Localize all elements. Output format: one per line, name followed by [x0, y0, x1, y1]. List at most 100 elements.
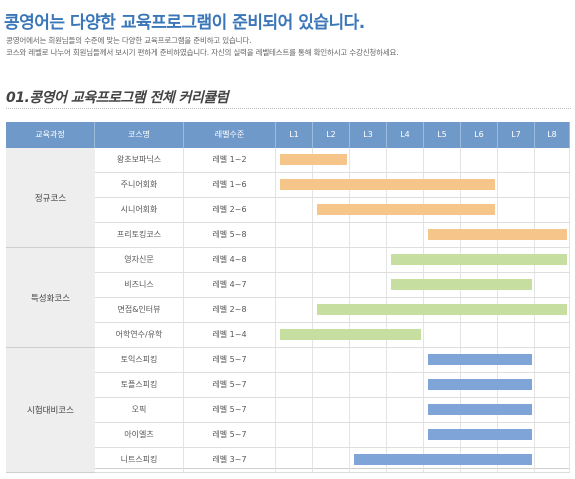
level-cell-l4	[387, 323, 424, 347]
level-cell-l2	[313, 348, 350, 372]
header-cell-10: L8	[535, 122, 570, 148]
level-cell-l8	[535, 198, 570, 222]
level-cell-l1	[276, 373, 313, 397]
table-row: 시니어회화 레벨 2~6	[95, 198, 570, 223]
level-cell-l5	[424, 323, 461, 347]
level-cell-l3	[350, 248, 387, 272]
table-row: 토플스피킹 레벨 5~7	[95, 373, 570, 398]
level-cell-l8	[535, 298, 570, 322]
level-cell-l4	[387, 348, 424, 372]
table-row: 오픽 레벨 5~7	[95, 398, 570, 423]
level-cell-l8	[535, 423, 570, 447]
table-row: 비즈니스 레벨 4~7	[95, 273, 570, 298]
level-cell-l2	[313, 423, 350, 447]
table-row: 아이엘츠 레벨 5~7	[95, 423, 570, 448]
table-row: 면접&인터뷰 레벨 2~8	[95, 298, 570, 323]
level-cell-l8	[535, 248, 570, 272]
course-name: 오픽	[95, 398, 184, 422]
table-bottom-border	[6, 468, 570, 469]
level-cell-l3	[350, 148, 387, 172]
table-row: 왕초보파닉스 레벨 1~2	[95, 148, 570, 173]
level-cell-l4	[387, 148, 424, 172]
level-cell-l3	[350, 223, 387, 247]
level-range-bar	[428, 429, 532, 440]
level-cell-l3	[350, 398, 387, 422]
course-group-label: 특성화코스	[6, 248, 95, 348]
table-row: 영자신문 레벨 4~8	[95, 248, 570, 273]
curriculum-table: 교육과정 코스명 레벨수준 L1 L2 L3 L4 L5 L6 L7 L8 정규코스 왕초보파닉스 레벨…	[6, 122, 570, 473]
level-cell-l7	[498, 198, 535, 222]
header-cell-6: L4	[387, 122, 424, 148]
header-cell-2: 레벨수준	[184, 122, 276, 148]
level-cell-l1	[276, 398, 313, 422]
level-range-bar	[428, 229, 567, 240]
course-name: 토익스피킹	[95, 348, 184, 372]
level-cell-l2	[313, 398, 350, 422]
level-range-bar	[317, 304, 567, 315]
level-cell-l2	[313, 448, 350, 472]
level-cell-l4	[387, 398, 424, 422]
course-level: 레벨 1~4	[184, 323, 276, 347]
level-cell-l8	[535, 323, 570, 347]
course-level: 레벨 4~7	[184, 273, 276, 297]
level-cell-l7	[498, 323, 535, 347]
level-cell-l7	[498, 173, 535, 197]
course-name: 면접&인터뷰	[95, 298, 184, 322]
course-level: 레벨 5~7	[184, 398, 276, 422]
level-cell-l1	[276, 348, 313, 372]
course-name: 프리토킹코스	[95, 223, 184, 247]
course-name: 영자신문	[95, 248, 184, 272]
level-cell-l1	[276, 423, 313, 447]
header-cell-4: L2	[313, 122, 350, 148]
course-level: 레벨 5~7	[184, 373, 276, 397]
level-cell-l5	[424, 148, 461, 172]
course-name: 아이엘츠	[95, 423, 184, 447]
intro-text-line-1: 콩영어에서는 회원님들의 수준에 맞는 다양한 교육프로그램을 준비하고 있습니…	[6, 36, 252, 45]
level-cell-l3	[350, 348, 387, 372]
level-cell-l6	[461, 173, 498, 197]
section-divider	[6, 108, 571, 109]
level-cell-l7	[498, 148, 535, 172]
section-title: 01.콩영어 교육프로그램 전체 커리큘럼	[6, 90, 229, 106]
level-cell-l1	[276, 298, 313, 322]
course-name: 왕초보파닉스	[95, 148, 184, 172]
level-cell-l8	[535, 448, 570, 472]
level-cell-l1	[276, 448, 313, 472]
level-range-bar	[280, 154, 347, 165]
course-name: 주니어회화	[95, 173, 184, 197]
header-cell-7: L5	[424, 122, 461, 148]
level-cell-l1	[276, 248, 313, 272]
level-range-bar	[280, 329, 421, 340]
course-group-label: 시험대비코스	[6, 348, 95, 473]
level-cell-l7	[498, 398, 535, 422]
page-headline: 콩영어는 다양한 교육프로그램이 준비되어 있습니다.	[4, 13, 365, 33]
table-header-row: 교육과정 코스명 레벨수준 L1 L2 L3 L4 L5 L6 L7 L8	[6, 122, 570, 148]
level-range-bar	[428, 404, 532, 415]
course-group-label: 정규코스	[6, 148, 95, 248]
level-range-bar	[428, 354, 532, 365]
level-cell-l1	[276, 223, 313, 247]
level-cell-l2	[313, 223, 350, 247]
header-cell-3: L1	[276, 122, 313, 148]
level-cell-l8	[535, 173, 570, 197]
level-range-bar	[354, 454, 532, 465]
level-cell-l6	[461, 198, 498, 222]
course-level: 레벨 2~8	[184, 298, 276, 322]
course-level: 레벨 5~8	[184, 223, 276, 247]
level-range-bar	[428, 379, 532, 390]
header-cell-1: 코스명	[95, 122, 184, 148]
course-level: 레벨 4~8	[184, 248, 276, 272]
level-range-bar	[391, 254, 567, 265]
course-level: 레벨 3~7	[184, 448, 276, 472]
course-level: 레벨 1~2	[184, 148, 276, 172]
level-cell-l2	[313, 148, 350, 172]
level-cell-l6	[461, 323, 498, 347]
course-name: 비즈니스	[95, 273, 184, 297]
level-cell-l4	[387, 223, 424, 247]
level-cell-l2	[313, 248, 350, 272]
table-row: 주니어회화 레벨 1~6	[95, 173, 570, 198]
level-range-bar	[317, 204, 495, 215]
level-cell-l7	[498, 423, 535, 447]
level-cell-l1	[276, 198, 313, 222]
level-cell-l7	[498, 273, 535, 297]
